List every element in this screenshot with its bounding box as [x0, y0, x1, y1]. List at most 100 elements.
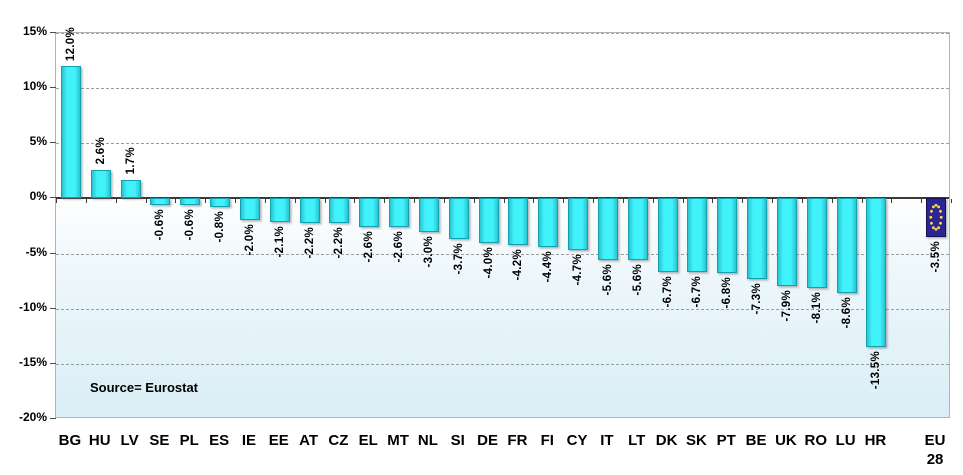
- category-tick: [772, 199, 773, 204]
- x-axis-label: FR: [507, 432, 528, 449]
- bar-EE: [269, 198, 290, 222]
- y-axis-tick: [50, 418, 56, 419]
- bar-BG: [60, 66, 81, 199]
- category-tick: [533, 199, 534, 204]
- bar-value-label: -6.7%: [661, 276, 674, 308]
- category-tick: [116, 199, 117, 204]
- bar-value-label: -5.6%: [631, 264, 644, 296]
- bar-LT: [627, 198, 648, 261]
- bar-FR: [508, 198, 529, 245]
- bar-value-label: -2.2%: [303, 226, 316, 259]
- bar-EL: [359, 198, 380, 228]
- x-axis-label: DE: [477, 432, 498, 449]
- bar-RO: [806, 198, 827, 288]
- x-axis-label: EE: [268, 432, 289, 449]
- category-tick: [862, 199, 863, 204]
- category-tick: [384, 199, 385, 204]
- bar-MT: [389, 198, 410, 228]
- bar-value-label: -2.2%: [333, 226, 346, 259]
- bar-AT: [299, 198, 320, 223]
- bar-NL: [418, 198, 439, 232]
- gridline: [56, 253, 949, 255]
- y-axis-tick: [50, 308, 56, 309]
- gridline: [56, 88, 949, 90]
- category-tick: [593, 199, 594, 204]
- y-axis-tick: [50, 87, 56, 88]
- category-tick: [354, 199, 355, 204]
- eu-flag-stars: [929, 204, 943, 232]
- bar-value-label: 1.7%: [124, 147, 137, 175]
- bar-value-label: -3.5%: [930, 241, 943, 273]
- category-tick: [414, 199, 415, 204]
- x-axis-label: IE: [241, 432, 256, 449]
- y-axis-tick: [50, 197, 56, 198]
- bar-DK: [657, 198, 678, 273]
- x-axis-label: UK: [775, 432, 797, 449]
- gridline: [56, 308, 949, 310]
- bar-DE: [478, 198, 499, 243]
- x-axis-label: LV: [120, 432, 139, 449]
- bar-value-label: -8.1%: [810, 291, 823, 324]
- category-tick: [921, 199, 922, 204]
- bar-value-label: -0.6%: [154, 209, 167, 241]
- x-axis-label: SE: [149, 432, 170, 449]
- gridline: [56, 33, 949, 34]
- category-tick: [175, 199, 176, 204]
- category-tick: [235, 199, 236, 204]
- category-tick: [832, 199, 833, 204]
- gridline: [56, 363, 949, 365]
- bar-BE: [747, 198, 768, 279]
- x-axis-label: EU 28: [924, 432, 946, 468]
- bar-FI: [538, 198, 559, 247]
- source-note: Source= Eurostat: [90, 380, 199, 395]
- category-tick: [205, 199, 206, 204]
- bar-IT: [597, 198, 618, 261]
- bar-value-label: -4.7%: [572, 254, 585, 286]
- y-axis-tick: [50, 253, 56, 254]
- category-tick: [683, 199, 684, 204]
- category-tick: [265, 199, 266, 204]
- bar-value-label: -6.7%: [691, 276, 704, 308]
- category-tick: [444, 199, 445, 204]
- bar-value-label: 2.6%: [94, 137, 107, 165]
- category-tick: [742, 199, 743, 204]
- bar-value-label: -6.8%: [721, 277, 734, 309]
- bar-HU: [90, 169, 111, 199]
- category-tick: [653, 199, 654, 204]
- bar-value-label: -7.3%: [751, 282, 764, 315]
- x-axis-label: PL: [179, 432, 199, 449]
- bar-PL: [180, 198, 201, 206]
- x-axis-label: BE: [745, 432, 767, 449]
- bar-value-label: -2.0%: [243, 224, 256, 257]
- x-axis-label: EL: [358, 432, 378, 449]
- x-axis-label: SK: [685, 432, 707, 449]
- bar-value-label: -13.5%: [870, 351, 883, 390]
- x-axis-label: MT: [387, 432, 409, 449]
- category-tick: [146, 199, 147, 204]
- bar-value-label: -8.6%: [840, 297, 853, 329]
- y-axis-label: 10%: [22, 79, 47, 93]
- category-tick: [474, 199, 475, 204]
- bar-value-label: -4.4%: [542, 250, 555, 283]
- x-axis-label: ES: [209, 432, 230, 449]
- category-tick: [802, 199, 803, 204]
- y-axis-label: -5%: [25, 245, 47, 259]
- bar-value-label: -7.9%: [780, 289, 793, 322]
- x-axis-label: HR: [864, 432, 887, 449]
- category-tick: [712, 199, 713, 204]
- x-axis-label: LU: [835, 432, 856, 449]
- gridline: [56, 143, 949, 145]
- bar-value-label: -2.6%: [393, 231, 406, 263]
- category-tick: [891, 199, 892, 204]
- x-axis-label: AT: [299, 432, 319, 449]
- x-axis-label: HU: [88, 432, 111, 449]
- category-tick: [504, 199, 505, 204]
- bar-SE: [150, 198, 171, 206]
- plot-area: 12.0% 2.6% 1.7% -0.6% -0.6% -0.8% -2.0% -2.1% -2…: [55, 27, 952, 418]
- category-tick: [295, 199, 296, 204]
- category-tick: [86, 199, 87, 204]
- bar-eu28: [926, 198, 947, 238]
- bar-value-label: -4.0%: [482, 246, 495, 279]
- bar-HR: [866, 198, 887, 348]
- bar-SK: [687, 198, 708, 273]
